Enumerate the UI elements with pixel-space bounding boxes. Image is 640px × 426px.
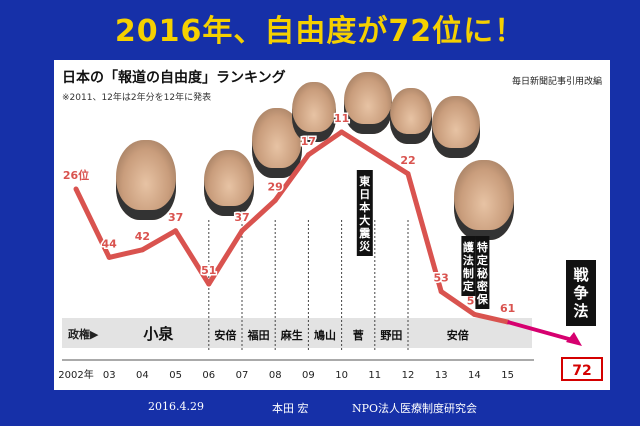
government-name: 安倍 [214,328,236,342]
ranking-value-label: 53 [434,272,449,285]
annotation-earthquake-char: 災 [358,240,371,253]
portrait-koizumi [116,140,176,220]
ranking-point [173,228,179,234]
x-tick-label: 10 [335,370,348,381]
annotation-earthquake-char: 日 [359,188,370,201]
chart-source: 毎日新聞記事引用改編 [512,75,602,87]
annotation-secrecy-law-b-char: 護 [463,240,475,254]
ranking-value-label: 44 [102,237,118,250]
ranking-point [206,281,212,287]
x-tick-label: 12 [402,370,415,381]
ranking-value-label: 11 [334,112,349,125]
annotation-earthquake-char: 本 [359,200,370,214]
footer-author: 本田 宏 [272,402,309,415]
annotation-secrecy-law-a-box [475,236,490,309]
annotation-earthquake-char: 大 [359,213,370,227]
final-label-box [566,260,596,326]
ranking-value-label: 61 [500,302,515,315]
footer-org: NPO法人医療制度研究会 [352,402,478,415]
portrait-hatoyama [344,72,392,134]
ranking-point [239,228,245,234]
annotation-secrecy-law-a-char: 保 [476,292,489,306]
x-tick-label: 11 [368,370,381,381]
government-name: 福田 [247,328,270,342]
ranking-point [471,311,477,317]
government-band [62,318,532,348]
chart-subtitle: ※2011、12年は2年分を12年に発表 [62,91,211,103]
x-tick-label: 05 [169,370,182,381]
ranking-value-label: 26位 [63,168,89,182]
ranking-value-label: 22 [400,154,415,167]
chart-title: 日本の「報道の自由度」ランキング [62,69,286,86]
final-value: 72 [572,363,591,379]
chart-panel: 日本の「報道の自由度」ランキング ※2011、12年は2年分を12年に発表 毎日新聞… [54,60,610,390]
annotation-earthquake-box [356,170,373,256]
final-label-char: 戦 [573,266,589,284]
x-tick-label: 09 [302,370,315,381]
annotation-secrecy-law-a-char: 密 [477,279,488,293]
x-tick-label: 03 [103,370,116,381]
portrait-noda [432,96,480,158]
ranking-value-label: 17 [301,135,316,148]
ranking-value-label: 37 [168,211,183,224]
arrow-line [507,320,577,343]
ranking-chart: 日本の「報道の自由度」ランキング ※2011、12年は2年分を12年に発表 毎日新聞… [58,69,603,381]
x-tick-label: 13 [435,370,448,381]
ranking-value-label: 37 [234,211,249,224]
ranking-point [139,247,145,253]
annotation-earthquake-char: 震 [358,227,371,240]
ranking-point [272,197,278,203]
government-name: 麻生 [280,328,303,342]
ranking-value-label: 51 [201,264,216,277]
government-name: 菅 [353,328,364,342]
annotation-secrecy-law-b-char: 法 [463,253,474,267]
portrait-kan [390,88,432,144]
government-name: 野田 [380,329,402,342]
portrait-aso [292,82,336,142]
x-tick-label: 08 [269,370,282,381]
government-name: 安倍 [447,328,469,342]
ranking-value-label: 42 [135,230,150,243]
final-value-box [561,357,603,381]
government-name: 鳩山 [314,328,336,342]
footer-date: 2016.4.29 [148,400,204,413]
ranking-line [73,129,509,325]
annotation-earthquake-char: 東 [359,174,371,188]
ranking-point [438,289,444,295]
final-label-char: 争 [573,284,588,302]
x-tick-label: 07 [236,370,249,381]
ranking-point [106,254,112,260]
government-name: 小泉 [143,325,174,343]
ranking-point [339,129,345,135]
ranking-point [405,171,411,177]
x-tick-label: 04 [136,370,149,381]
ranking-point [73,186,79,192]
x-tick-label: 2002年 [58,368,93,381]
annotation-secrecy-law-a-char: 秘 [477,266,488,280]
portrait-abe-1 [204,150,254,216]
ranking-value-label: 29 [268,180,283,193]
annotation-secrecy-law-b-char: 制 [463,266,474,280]
x-tick-label: 06 [202,370,215,381]
x-tick-label: 15 [501,370,514,381]
annotation-secrecy-law-a-char: 定 [477,253,488,267]
annotation-secrecy-law-b-char: 定 [463,279,474,293]
arrow-head [566,332,582,346]
final-label-char: 法 [573,302,588,320]
annotation-secrecy-law-a-char: 特 [477,240,488,254]
ranking-point [305,152,311,158]
annotation-secrecy-law-b-box [461,236,476,296]
portrait-abe-2 [454,160,514,240]
x-tick-label: 14 [468,370,481,381]
headline: 2016年、自由度が72位に！ [114,14,526,49]
government-band-label: 政権▶ [68,327,99,341]
